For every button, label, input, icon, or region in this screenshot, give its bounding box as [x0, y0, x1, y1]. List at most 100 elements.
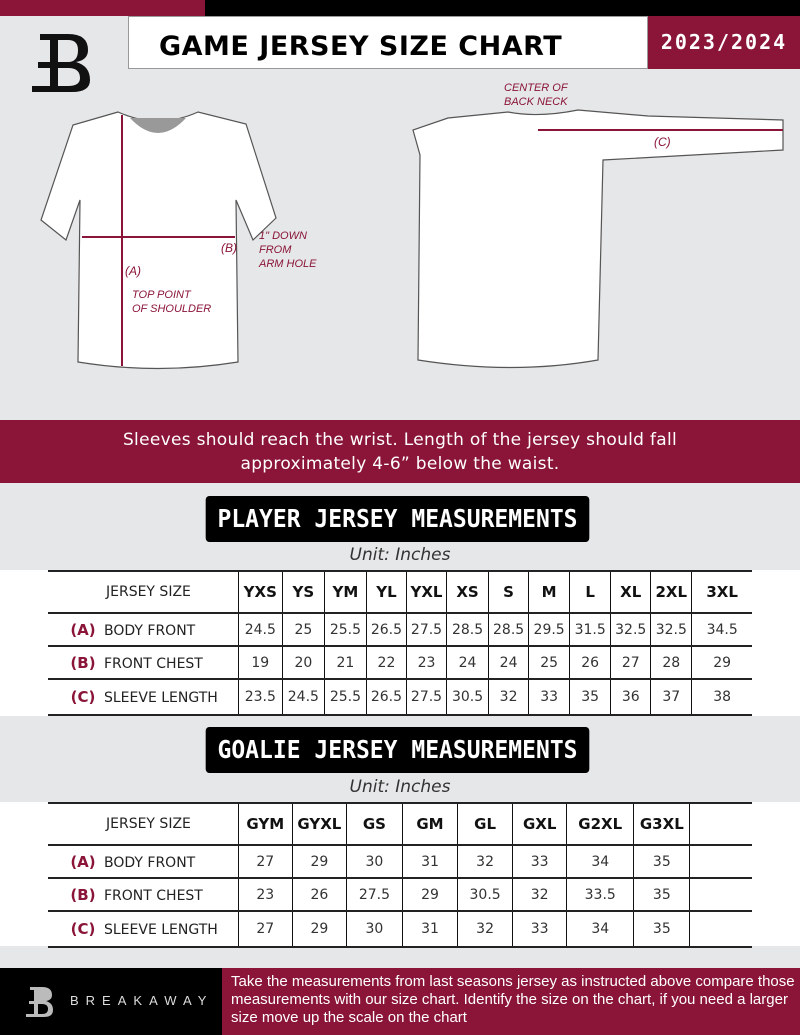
size-header: GM	[401, 803, 458, 845]
size-header: 2XL	[650, 571, 692, 613]
table-cell: 29	[401, 878, 458, 911]
measurement-letter: (B)	[70, 653, 96, 672]
table-cell: 29	[691, 646, 752, 679]
table-cell: 35	[633, 911, 690, 947]
top-black-bar	[205, 0, 800, 16]
page-title: GAME JERSEY SIZE CHART	[128, 16, 648, 69]
table-cell: 27.5	[405, 613, 447, 646]
center-back-neck-note: CENTER OF BACK NECK	[504, 82, 568, 108]
table-cell: 24.5	[237, 613, 283, 646]
table-cell: 24	[446, 646, 489, 679]
measurement-letter: (A)	[70, 852, 96, 871]
row-label: (A) BODY FRONT	[48, 845, 238, 878]
measurement-letter: (C)	[70, 920, 96, 938]
size-header: YXS	[237, 571, 283, 613]
goalie-unit: Unit: Inches	[349, 777, 451, 797]
measurement-name: FRONT CHEST	[104, 655, 203, 672]
size-header: GS	[345, 803, 403, 845]
measurement-name: BODY FRONT	[104, 854, 196, 871]
table-cell: 31	[401, 845, 458, 878]
table-cell: 33	[528, 679, 570, 715]
table-cell: 35	[569, 679, 611, 715]
size-header: YS	[281, 571, 325, 613]
table-cell: 27	[237, 845, 293, 878]
table-cell: 33	[512, 911, 567, 947]
size-header: YXL	[405, 571, 447, 613]
table-cell: 32.5	[650, 613, 692, 646]
size-header: GL	[457, 803, 513, 845]
banner-line-2: approximately 4-6” below the waist.	[240, 454, 560, 474]
table-cell: 37	[650, 679, 692, 715]
table-cell: 26.5	[365, 679, 407, 715]
sleeve-length-banner: Sleeves should reach the wrist. Length o…	[0, 420, 800, 483]
size-header: M	[528, 571, 570, 613]
player-unit: Unit: Inches	[349, 545, 451, 565]
table-row: (B) FRONT CHEST 23 26 27.5 29 30.5 32 33.5 35	[48, 878, 752, 911]
size-header: 3XL	[691, 571, 752, 613]
table-row: (B) FRONT CHEST 19 20 21 22 23 24 24 25 26 27 28 29	[48, 646, 752, 679]
player-heading: PLAYER JERSEY MEASUREMENTS	[205, 496, 590, 542]
table-cell: 35	[633, 845, 690, 878]
footer-instructions: Take the measurements from last seasons …	[222, 968, 800, 1035]
measurement-name: SLEEVE LENGTH	[104, 922, 218, 938]
label-c: (C)	[654, 135, 671, 149]
size-header: YM	[323, 571, 367, 613]
table-cell	[689, 911, 752, 947]
table-cell: 32	[488, 679, 529, 715]
table-cell	[689, 845, 752, 878]
row-label: (A) BODY FRONT	[48, 613, 238, 646]
table-cell: 33	[512, 845, 567, 878]
table-cell: 25	[281, 613, 325, 646]
table-cell: 36	[610, 679, 651, 715]
top-point-shoulder-note: TOP POINT OF SHOULDER	[132, 289, 212, 315]
table-cell: 32	[457, 845, 513, 878]
size-header: GXL	[512, 803, 567, 845]
table-cell: 34	[566, 911, 634, 947]
table-cell: 32	[512, 878, 567, 911]
table-cell: 33.5	[566, 878, 634, 911]
goalie-heading: GOALIE JERSEY MEASUREMENTS	[205, 727, 590, 773]
table-cell: 32	[457, 911, 513, 947]
row-label: (B) FRONT CHEST	[48, 878, 238, 911]
size-header	[689, 803, 752, 845]
measurement-letter: (C)	[70, 688, 96, 706]
table-cell: 26	[291, 878, 347, 911]
table-cell: 34.5	[691, 613, 752, 646]
table-cell: 31	[401, 911, 458, 947]
table-row: (C) SLEEVE LENGTH 27 29 30 31 32 33 34 35	[48, 911, 752, 947]
label-b: (B)	[221, 241, 237, 255]
table-cell: 23	[405, 646, 447, 679]
label-a: (A)	[125, 264, 141, 278]
table-row: (C) SLEEVE LENGTH 23.5 24.5 25.5 26.5 27.5 30.5…	[48, 679, 752, 715]
jersey-size-label: JERSEY SIZE	[106, 584, 191, 600]
table-cell: 32.5	[610, 613, 651, 646]
size-header: G3XL	[633, 803, 690, 845]
row-label: (C) SLEEVE LENGTH	[48, 911, 238, 947]
jersey-size-label: JERSEY SIZE	[106, 816, 191, 832]
table-row: (A) BODY FRONT 24.5 25 25.5 26.5 27.5 28.5 28.5 2…	[48, 613, 752, 646]
table-cell: 30	[345, 911, 403, 947]
table-cell: 29.5	[528, 613, 570, 646]
size-header: G2XL	[566, 803, 634, 845]
table-cell: 24.5	[281, 679, 325, 715]
table-cell: 27	[237, 911, 293, 947]
table-cell: 19	[237, 646, 283, 679]
breakaway-logo	[32, 34, 90, 92]
season-label: 2023/2024	[648, 16, 800, 69]
jersey-diagram	[40, 109, 784, 370]
table-cell: 30.5	[446, 679, 489, 715]
banner-line-1: Sleeves should reach the wrist. Length o…	[122, 430, 678, 450]
table-cell: 28.5	[488, 613, 529, 646]
row-label: (C) SLEEVE LENGTH	[48, 679, 238, 715]
table-cell: 27.5	[345, 878, 403, 911]
row-label: (B) FRONT CHEST	[48, 646, 238, 679]
table-cell: 35	[633, 878, 690, 911]
table-cell: 28.5	[446, 613, 489, 646]
size-header-row: JERSEY SIZE GYM GYXL GS GM GL GXL G2XL G3XL	[48, 803, 752, 845]
table-cell: 25.5	[323, 613, 367, 646]
size-header: GYM	[237, 803, 293, 845]
goalie-size-table: JERSEY SIZE GYM GYXL GS GM GL GXL G2XL G3XL (A) BO…	[48, 802, 752, 948]
table-row: (A) BODY FRONT 27 29 30 31 32 33 34 35	[48, 845, 752, 878]
table-cell: 25	[528, 646, 570, 679]
footer-logo	[26, 987, 53, 1017]
